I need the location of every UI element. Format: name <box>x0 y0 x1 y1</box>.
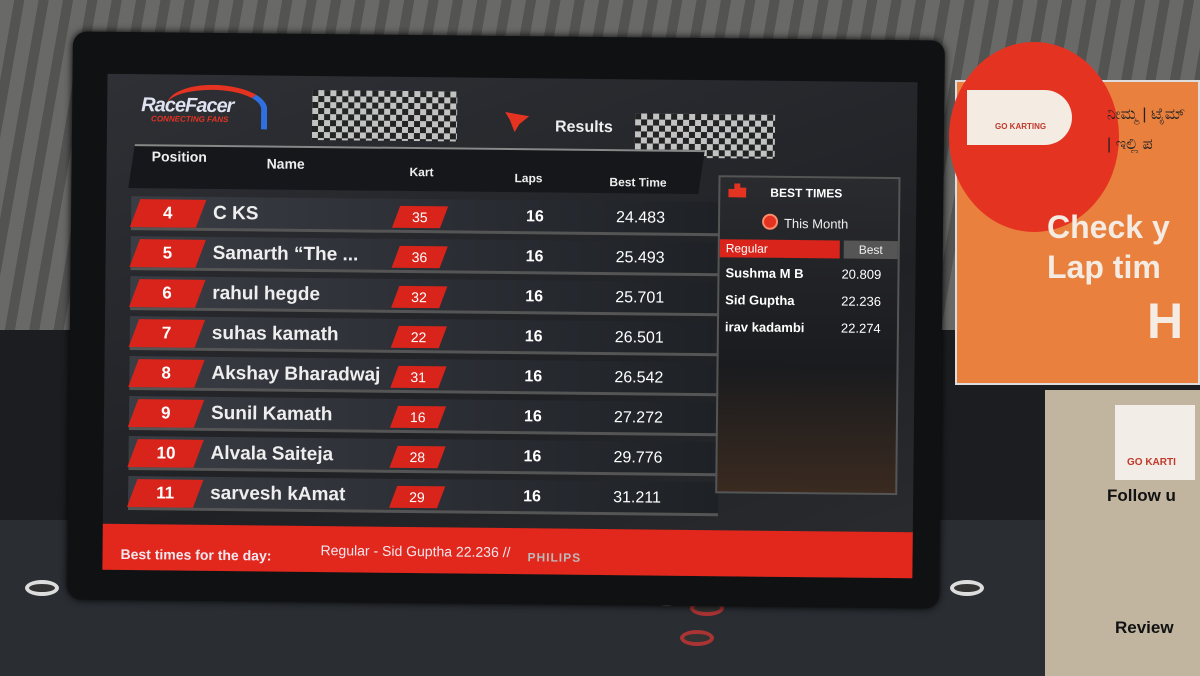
kart-badge: 31 <box>390 365 447 389</box>
table-row: 5 Samarth “The ... 36 16 25.493 <box>129 236 721 277</box>
kart-badge: 32 <box>391 285 448 309</box>
follow-us-poster: GO KARTI Follow u Review <box>1045 390 1200 676</box>
best-time-value: 26.542 <box>614 369 664 387</box>
table-row: 8 Akshay Bharadwaj 31 16 26.542 <box>128 356 720 397</box>
column-name: Name <box>266 155 305 172</box>
best-time-name: irav kadambi <box>724 319 805 336</box>
racefacer-logo: RaceFacer CONNECTING FANS <box>137 84 272 130</box>
footer-label: Best times for the day: <box>120 545 272 564</box>
best-time-value: 20.809 <box>841 266 882 282</box>
laps-value: 16 <box>523 408 542 426</box>
best-time-value: 25.493 <box>615 249 665 267</box>
best-time-value: 27.272 <box>613 409 664 427</box>
table-row: 7 suhas kamath 22 16 26.501 <box>128 316 720 357</box>
laps-value: 16 <box>523 488 542 506</box>
laps-value: 16 <box>524 368 543 386</box>
podium-icon <box>728 183 746 197</box>
best-time-value: 29.776 <box>613 449 663 467</box>
kart-badge: 16 <box>389 405 447 429</box>
column-laps: Laps <box>514 171 543 186</box>
column-best-time: Best Time <box>609 175 667 190</box>
laps-value: 16 <box>523 448 542 466</box>
driver-name: sarvesh kAmat <box>210 482 346 506</box>
laps-value: 16 <box>525 208 544 226</box>
laps-value: 16 <box>524 328 543 346</box>
driver-name: Akshay Bharadwaj <box>211 362 381 386</box>
driver-name: Samarth “The ... <box>212 242 359 266</box>
tire <box>950 580 984 596</box>
follow-text: Follow u <box>1107 486 1176 505</box>
section-title: Results <box>554 118 613 137</box>
leaderboard-screen: RaceFacer CONNECTING FANS Results Positi… <box>102 73 918 579</box>
best-time-value: 22.236 <box>841 293 882 309</box>
best-times-panel: BEST TIMES This Month Regular Best Sushm… <box>715 175 901 496</box>
checkered-flag-banner <box>311 89 458 142</box>
position-badge: 7 <box>128 319 206 348</box>
panel-title: BEST TIMES <box>770 185 843 201</box>
position-badge: 10 <box>127 439 204 468</box>
review-text: Review <box>1115 618 1174 637</box>
kart-badge: 35 <box>391 205 449 229</box>
sign-line: H <box>1147 293 1184 349</box>
laps-value: 16 <box>525 288 544 306</box>
sign-line: Check y <box>1047 209 1170 245</box>
period-label: This Month <box>783 215 849 232</box>
position-badge: 8 <box>128 359 205 388</box>
category-tab-regular: Regular <box>719 239 840 259</box>
sign-line: Lap tim <box>1047 249 1161 285</box>
driver-name: suhas kamath <box>211 322 339 346</box>
go-karting-logo: GO KARTI <box>1115 405 1195 480</box>
position-badge: 6 <box>129 279 206 308</box>
kannada-text: ನೀಮ್ಮ | ಟೈಮ್ | ಇಲ್ಲಿ ಪ <box>1107 106 1186 153</box>
best-time-value: 22.274 <box>840 320 881 336</box>
table-row: 4 C KS 35 16 24.483 <box>129 196 722 237</box>
driver-name: Sunil Kamath <box>210 402 333 426</box>
stopwatch-icon <box>761 213 779 230</box>
laps-value: 16 <box>525 248 544 266</box>
position-badge: 11 <box>126 479 204 508</box>
column-position: Position <box>151 148 208 165</box>
kart-badge: 22 <box>390 325 447 349</box>
best-time-name: Sid Guptha <box>725 292 795 309</box>
tire <box>25 580 59 596</box>
lap-times-sign: GO KARTING ನೀಮ್ಮ | ಟೈಮ್ | ಇಲ್ಲಿ ಪ Check … <box>949 42 1200 385</box>
footer-value: Regular - Sid Guptha 22.236 // <box>320 542 511 561</box>
kart-badge: 28 <box>389 445 446 469</box>
driver-name: C KS <box>212 202 259 225</box>
kart-badge: 29 <box>389 485 446 509</box>
table-row: 6 rahul hegde 32 16 25.701 <box>129 276 721 317</box>
tv-brand-logo: PHILIPS <box>527 550 582 565</box>
best-time-value: 24.483 <box>615 209 666 227</box>
position-badge: 9 <box>127 399 205 428</box>
best-time-value: 26.501 <box>614 329 664 347</box>
tv-monitor: RaceFacer CONNECTING FANS Results Positi… <box>67 31 945 609</box>
column-kart: Kart <box>409 164 434 180</box>
driver-name: rahul hegde <box>212 282 321 306</box>
best-column-label: Best <box>843 240 898 260</box>
table-row: 11 sarvesh kAmat 29 16 31.211 <box>126 476 719 517</box>
kart-badge: 36 <box>391 245 448 269</box>
position-badge: 4 <box>129 199 207 228</box>
table-row: 9 Sunil Kamath 16 16 27.272 <box>127 396 720 437</box>
logo-tagline: CONNECTING FANS <box>151 114 229 125</box>
table-row: 10 Alvala Saiteja 28 16 29.776 <box>127 436 719 477</box>
flag-icon <box>505 112 529 132</box>
go-karting-logo: GO KARTING <box>967 90 1072 145</box>
footer-ticker: Best times for the day: Regular - Sid Gu… <box>102 523 913 579</box>
best-time-value: 31.211 <box>613 489 661 507</box>
driver-name: Alvala Saiteja <box>210 442 334 466</box>
best-time-value: 25.701 <box>615 289 665 307</box>
tire <box>680 630 714 646</box>
best-time-name: Sushma M B <box>725 265 804 282</box>
position-badge: 5 <box>129 239 206 268</box>
